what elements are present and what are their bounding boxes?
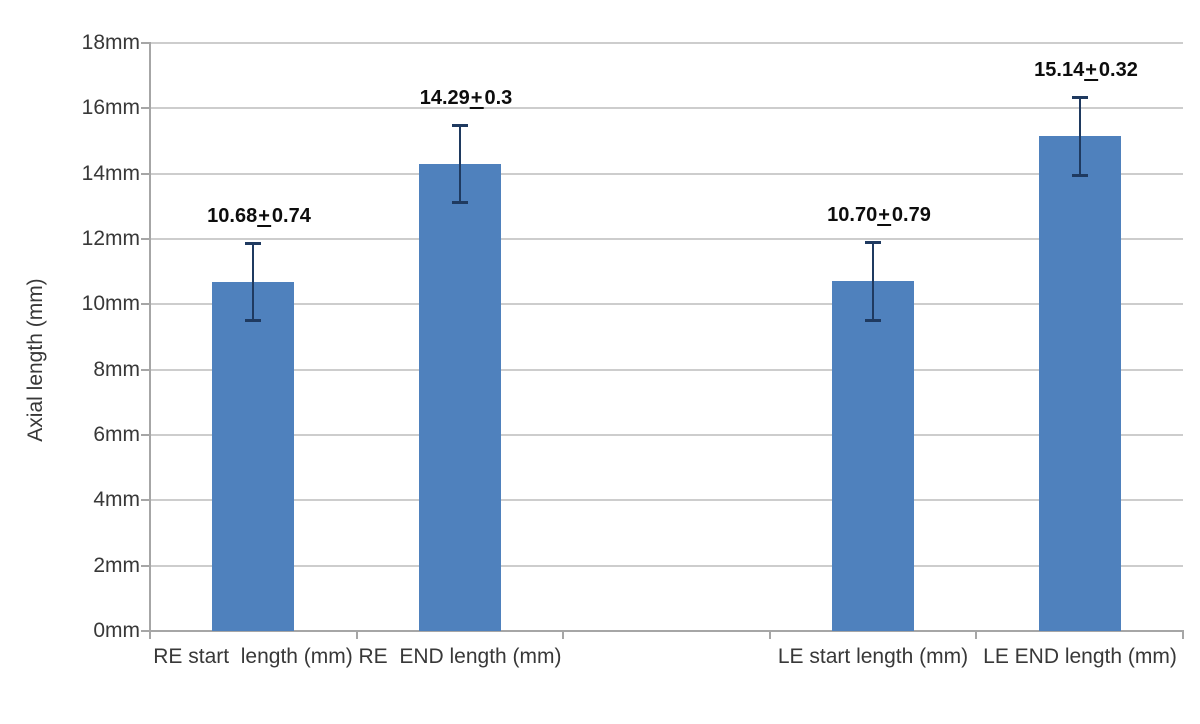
gridline xyxy=(150,434,1183,436)
y-axis-tick xyxy=(141,630,149,632)
error-bar-cap-bottom xyxy=(245,319,261,322)
gridline xyxy=(150,303,1183,305)
x-axis-tick xyxy=(356,632,358,639)
error-bar-cap-top xyxy=(1072,96,1088,99)
category-label: LE END length (mm) xyxy=(983,645,1177,668)
bar xyxy=(832,281,914,631)
error-bar-line xyxy=(1079,97,1081,175)
y-tick-label: 18mm xyxy=(81,31,140,54)
x-axis-line xyxy=(149,630,1184,632)
y-axis-tick xyxy=(141,173,149,175)
error-bar-line xyxy=(459,125,461,203)
error-bar-cap-top xyxy=(245,242,261,245)
y-tick-label: 16mm xyxy=(81,96,140,119)
bar-value-label: 15.14+ 0.32 xyxy=(1034,57,1138,83)
gridline xyxy=(150,499,1183,501)
bar xyxy=(419,164,501,631)
gridline xyxy=(150,369,1183,371)
gridline xyxy=(150,565,1183,567)
gridline xyxy=(150,107,1183,109)
bar-value-label: 10.68+ 0.74 xyxy=(207,203,311,229)
error-bar-cap-top xyxy=(452,124,468,127)
plus-minus-sign: + xyxy=(257,205,271,227)
category-label: RE start length (mm) xyxy=(153,645,353,668)
category-label: LE start length (mm) xyxy=(777,645,969,668)
y-tick-label: 6mm xyxy=(93,423,140,446)
gridline xyxy=(150,173,1183,175)
bar-value: 14.29 xyxy=(419,87,470,109)
error-bar-cap-bottom xyxy=(452,201,468,204)
gridline xyxy=(150,238,1183,240)
y-axis-tick xyxy=(141,303,149,305)
plus-minus-sign: + xyxy=(1084,59,1098,81)
y-axis-tick xyxy=(141,42,149,44)
error-bar-line xyxy=(872,242,874,320)
x-axis-tick xyxy=(149,632,151,639)
plus-minus-sign: + xyxy=(469,87,484,109)
y-axis-tick xyxy=(141,238,149,240)
bar-value-label: 10.70+ 0.79 xyxy=(827,202,931,228)
y-tick-label: 14mm xyxy=(81,162,140,185)
bar xyxy=(212,282,294,631)
bar-value: 10.70 xyxy=(827,204,878,226)
bar-error-value: 0.3 xyxy=(484,87,513,109)
x-axis-tick xyxy=(975,632,977,639)
y-axis-tick xyxy=(141,565,149,567)
y-tick-label: 8mm xyxy=(93,358,140,381)
y-axis-tick xyxy=(141,499,149,501)
bar-value-label: 14.29+ 0.3 xyxy=(420,85,513,111)
y-tick-label: 2mm xyxy=(93,554,140,577)
bar-error-value: 0.79 xyxy=(891,204,931,226)
x-axis-tick xyxy=(562,632,564,639)
y-axis-line xyxy=(149,42,151,631)
plus-minus-sign: + xyxy=(877,204,891,226)
y-tick-label: 12mm xyxy=(81,227,140,250)
gridline xyxy=(150,42,1183,44)
x-axis-tick xyxy=(1182,632,1184,639)
y-tick-label: 10mm xyxy=(81,292,140,315)
error-bar-cap-bottom xyxy=(1072,174,1088,177)
bar-error-value: 0.32 xyxy=(1098,59,1138,81)
error-bar-cap-top xyxy=(865,241,881,244)
y-axis-tick xyxy=(141,107,149,109)
category-label: RE END length (mm) xyxy=(358,645,562,668)
bar xyxy=(1039,136,1121,631)
error-bar-line xyxy=(252,243,254,321)
y-tick-label: 0mm xyxy=(93,619,140,642)
y-axis-tick xyxy=(141,369,149,371)
x-axis-tick xyxy=(769,632,771,639)
y-axis-tick xyxy=(141,434,149,436)
error-bar-cap-bottom xyxy=(865,319,881,322)
bar-value: 10.68 xyxy=(207,205,258,227)
bar-error-value: 0.74 xyxy=(271,205,311,227)
y-tick-label: 4mm xyxy=(93,488,140,511)
bar-value: 15.14 xyxy=(1034,59,1085,81)
